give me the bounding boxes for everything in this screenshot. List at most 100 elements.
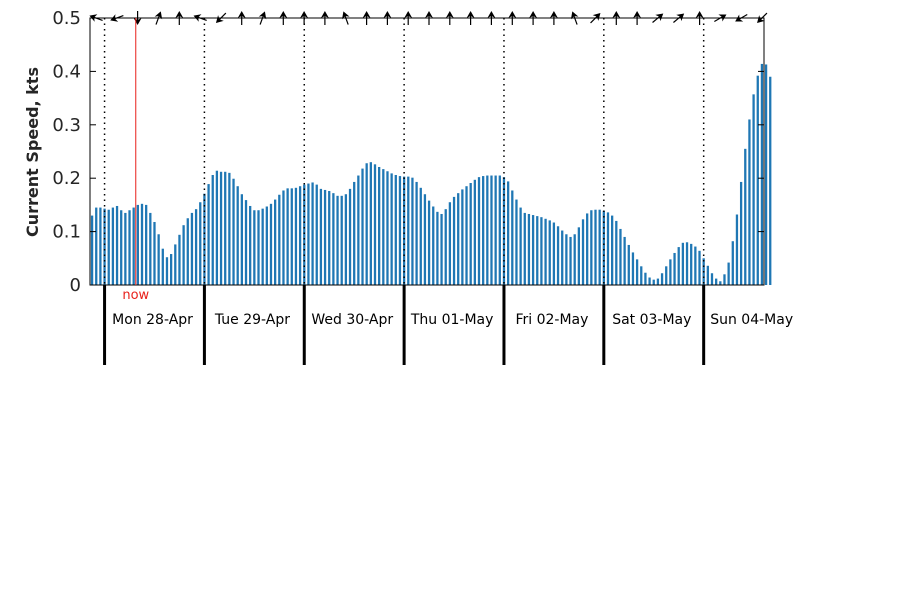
- speed-bar: [448, 202, 452, 285]
- speed-bar: [677, 247, 680, 285]
- speed-bar: [336, 195, 339, 285]
- speed-bar: [606, 212, 610, 285]
- speed-bar: [490, 175, 493, 285]
- direction-arrow-icon: [175, 11, 184, 25]
- speed-bar: [99, 207, 102, 285]
- speed-bar: [511, 190, 514, 285]
- speed-bar: [719, 281, 722, 285]
- speed-bar: [224, 171, 227, 285]
- speed-bar: [531, 215, 535, 285]
- speed-bar: [735, 214, 739, 285]
- speed-bar: [427, 200, 431, 285]
- speed-bar: [465, 186, 468, 285]
- speed-bar: [182, 225, 185, 285]
- speed-bar: [190, 212, 194, 285]
- speed-bar: [340, 195, 343, 285]
- speed-bar: [145, 204, 148, 285]
- speed-bar: [282, 190, 285, 285]
- speed-bar: [523, 212, 526, 285]
- direction-arrow-icon: [466, 11, 475, 25]
- speed-bar: [249, 205, 252, 285]
- speed-bar: [215, 170, 219, 285]
- speed-bar: [723, 274, 726, 285]
- speed-bar: [739, 181, 743, 285]
- speed-bar: [515, 199, 518, 285]
- speed-bar: [469, 183, 472, 285]
- speed-bar: [486, 175, 489, 285]
- direction-arrow-icon: [487, 11, 496, 25]
- speed-bar: [764, 64, 768, 286]
- speed-bar: [240, 194, 243, 285]
- speed-bar: [178, 234, 181, 285]
- speed-bar: [311, 182, 314, 285]
- direction-arrow-icon: [342, 11, 350, 25]
- speed-bar: [161, 248, 164, 285]
- speed-bar: [402, 176, 406, 285]
- day-label: Thu 01-May: [410, 312, 494, 328]
- speed-bar: [136, 204, 139, 285]
- y-tick-label: 0.3: [52, 115, 81, 136]
- speed-bar: [290, 188, 293, 285]
- direction-arrow-icon: [633, 11, 642, 25]
- speed-bar: [378, 166, 381, 285]
- day-labels-group: Mon 28-Apr Tue 29-Apr Wed 30-Apr Thu 01-May…: [112, 312, 793, 328]
- speed-bar: [556, 226, 560, 285]
- speed-bar: [257, 210, 260, 285]
- speed-bar: [548, 220, 551, 285]
- speed-bar: [685, 242, 689, 285]
- speed-bar: [95, 207, 98, 285]
- speed-bar: [752, 94, 755, 285]
- speed-bar: [348, 188, 352, 285]
- y-tick-label: 0.5: [52, 8, 81, 29]
- speed-bar: [398, 176, 402, 285]
- speed-bar: [303, 184, 306, 285]
- direction-arrow-icon: [673, 13, 685, 23]
- speed-bar: [652, 279, 655, 285]
- speed-bar: [602, 210, 605, 285]
- speed-bar: [615, 220, 618, 285]
- direction-arrow-icon: [154, 11, 163, 25]
- speed-bar: [444, 209, 447, 285]
- speed-bar: [561, 230, 564, 285]
- y-tick-label: 0.4: [52, 61, 81, 82]
- speed-bar: [436, 211, 439, 285]
- speed-bar: [482, 176, 485, 285]
- speed-bar: [748, 119, 751, 286]
- speed-bar: [648, 277, 651, 285]
- direction-arrow-icon: [570, 11, 579, 25]
- speed-bar: [228, 172, 231, 285]
- speed-bar: [382, 169, 385, 285]
- speed-bar: [631, 252, 635, 285]
- speed-bar: [540, 217, 543, 285]
- speed-bar: [727, 262, 730, 285]
- speed-bar: [294, 187, 298, 285]
- speed-bar: [315, 184, 318, 285]
- speed-bar: [232, 178, 235, 285]
- day-label: Mon 28-Apr: [112, 312, 193, 328]
- speed-bar: [598, 209, 601, 285]
- speed-bar: [111, 207, 115, 285]
- direction-arrow-icon: [383, 11, 392, 25]
- speed-bar: [199, 202, 202, 285]
- y-tick-label: 0: [70, 275, 81, 296]
- speed-bar: [323, 189, 327, 285]
- speed-bar: [124, 212, 127, 285]
- direction-arrow-icon: [590, 13, 601, 24]
- day-label: Sun 04-May: [710, 312, 793, 328]
- speed-bar: [665, 266, 668, 285]
- direction-arrow-icon: [215, 12, 227, 23]
- speed-bar: [353, 181, 356, 285]
- speed-bar: [128, 210, 131, 285]
- speed-bar: [694, 246, 697, 285]
- speed-bar: [149, 212, 152, 285]
- speed-bar: [623, 236, 626, 285]
- speed-bar: [274, 199, 277, 285]
- speed-bar: [656, 278, 660, 285]
- speed-bar: [394, 175, 397, 285]
- speed-bar: [544, 218, 547, 285]
- speed-bar: [461, 189, 464, 285]
- speed-bar: [473, 179, 476, 285]
- direction-arrow-icon: [695, 11, 704, 25]
- speed-bar: [769, 76, 772, 286]
